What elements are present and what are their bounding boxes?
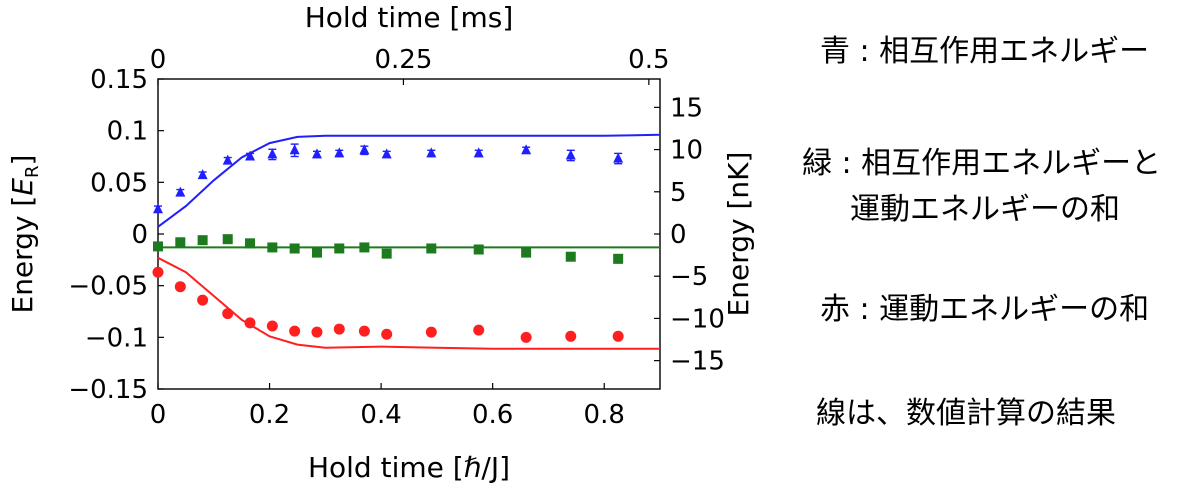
x-tick-label: 0.4 (360, 400, 401, 430)
data-point-circle (289, 325, 301, 337)
data-point-circle (565, 330, 577, 342)
data-point-circle (425, 326, 437, 338)
legend-panel: 青 : 相互作用エネルギー 緑 : 相互作用エネルギーと 運動エネルギーの和 赤… (780, 0, 1200, 485)
data-point-square (222, 234, 233, 245)
fit-line (157, 133, 661, 228)
x2-tick-label: 0.5 (628, 45, 669, 75)
data-point-square (289, 243, 300, 254)
y2-tick-label: 15 (670, 93, 703, 123)
fit-line (157, 256, 660, 350)
y2-tick-label: −15 (670, 347, 725, 377)
legend-blue: 青 : 相互作用エネルギー (820, 34, 1150, 69)
legend-green-line2: 運動エネルギーの和 (850, 192, 1120, 227)
plot-frame (157, 78, 661, 390)
data-point-square (245, 238, 256, 249)
data-point-triangle (381, 148, 392, 159)
x2-tick-label: 0 (150, 45, 167, 75)
data-point-square (359, 242, 370, 253)
data-point-circle (174, 281, 186, 293)
data-point-circle (266, 320, 278, 332)
data-point-triangle (565, 149, 576, 160)
y2-tick-label: −5 (670, 262, 708, 292)
x2-axis-label: Hold time [ms] (305, 1, 514, 34)
data-point-square (473, 244, 484, 255)
x-tick-label: 0.2 (249, 400, 290, 430)
data-point-triangle (473, 147, 484, 158)
data-point-circle (358, 325, 370, 337)
data-point-square (175, 237, 186, 248)
data-point-triangle (245, 150, 256, 161)
data-point-circle (333, 323, 345, 335)
data-point-triangle (222, 154, 233, 165)
y-tick-label: 0.1 (107, 117, 148, 147)
data-point-square (613, 253, 624, 264)
data-point-circle (244, 317, 256, 329)
data-point-triangle (426, 147, 437, 158)
legend-note: 線は、数値計算の結果 (816, 396, 1116, 431)
data-point-square (153, 241, 163, 252)
data-point-square (426, 243, 437, 254)
x-tick-label: 0 (150, 400, 167, 430)
data-point-triangle (311, 148, 322, 159)
x-tick-label: 0.6 (472, 400, 513, 430)
x-tick-label: 0.8 (584, 400, 625, 430)
y-tick-label: −0.15 (68, 375, 148, 405)
data-point-square (267, 242, 278, 253)
x-axis-label: Hold time [ℏ/J] (308, 451, 510, 484)
y-tick-label: 0.15 (90, 65, 148, 95)
legend-green-line1: 緑 : 相互作用エネルギーと (802, 146, 1162, 181)
data-point-circle (152, 266, 164, 278)
data-point-circle (222, 308, 234, 320)
data-point-circle (197, 294, 209, 306)
data-point-circle (520, 331, 532, 343)
y2-tick-label: −10 (670, 304, 725, 334)
data-point-square (197, 235, 208, 246)
data-point-square (381, 248, 392, 259)
y2-tick-label: 10 (670, 136, 703, 166)
data-point-square (311, 247, 322, 258)
data-point-circle (381, 328, 393, 340)
data-point-triangle (613, 152, 624, 163)
data-point-triangle (521, 144, 532, 155)
y-tick-label: 0.05 (90, 168, 148, 198)
data-point-square (521, 247, 532, 258)
data-point-triangle (197, 169, 208, 180)
data-point-circle (311, 326, 323, 338)
data-point-triangle (267, 148, 278, 159)
data-point-square (565, 251, 576, 262)
data-point-square (334, 243, 345, 254)
data-point-triangle (153, 203, 163, 214)
y-tick-label: −0.05 (68, 272, 148, 302)
data-point-triangle (334, 147, 345, 158)
y2-tick-label: 5 (670, 178, 687, 208)
y2-axis-label: Energy [nK] (722, 152, 755, 317)
y-tick-label: −0.1 (85, 323, 148, 353)
data-point-circle (612, 330, 624, 342)
data-point-circle (473, 324, 485, 336)
data-point-triangle (175, 186, 186, 197)
data-point-triangle (289, 144, 300, 155)
y2-tick-label: 0 (670, 220, 687, 250)
y-tick-label: 0 (131, 220, 148, 250)
legend-red: 赤 : 運動エネルギーの和 (820, 292, 1150, 327)
energy-chart: 0 0.2 0.4 0.6 0.8−0.15−0.1−0.0500.050.10.150… (6, 1, 755, 484)
y-axis-label: Energy [ER] (6, 154, 43, 313)
data-point-triangle (359, 144, 370, 155)
x2-tick-label: 0.25 (374, 45, 432, 75)
